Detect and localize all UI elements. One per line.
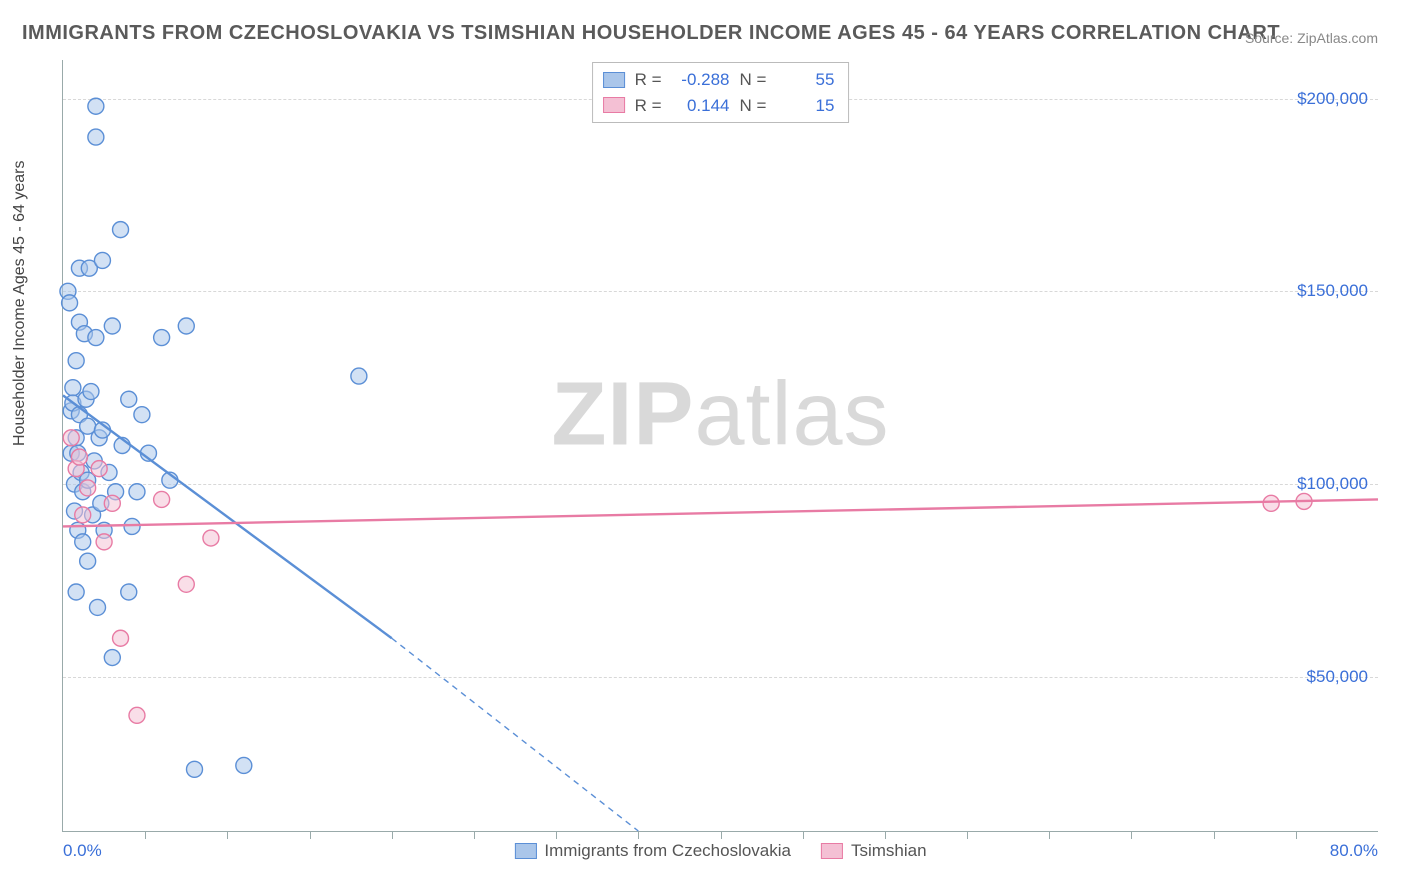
chart-container: IMMIGRANTS FROM CZECHOSLOVAKIA VS TSIMSH… xyxy=(0,0,1406,892)
y-axis-label: Householder Income Ages 45 - 64 years xyxy=(11,161,29,447)
y-tick-label: $200,000 xyxy=(1297,89,1368,109)
correlation-legend: R = -0.288 N = 55 R = 0.144 N = 15 xyxy=(592,62,850,123)
source-label: Source: ZipAtlas.com xyxy=(1245,30,1378,46)
series-legend: Immigrants from Czechoslovakia Tsimshian xyxy=(514,841,926,861)
legend-item-series-2: Tsimshian xyxy=(821,841,927,861)
legend-row-series-2: R = 0.144 N = 15 xyxy=(603,93,835,119)
legend-row-series-1: R = -0.288 N = 55 xyxy=(603,67,835,93)
swatch-icon xyxy=(603,97,625,113)
swatch-icon xyxy=(821,843,843,859)
plot-area: ZIPatlas R = -0.288 N = 55 R = 0.144 N =… xyxy=(62,60,1378,832)
y-tick-label: $50,000 xyxy=(1307,667,1368,687)
x-axis-max-label: 80.0% xyxy=(1330,841,1378,861)
scatter-svg xyxy=(63,60,1378,831)
y-tick-label: $100,000 xyxy=(1297,474,1368,494)
legend-item-series-1: Immigrants from Czechoslovakia xyxy=(514,841,791,861)
swatch-icon xyxy=(514,843,536,859)
y-tick-label: $150,000 xyxy=(1297,281,1368,301)
chart-title: IMMIGRANTS FROM CZECHOSLOVAKIA VS TSIMSH… xyxy=(22,22,1280,45)
x-axis-min-label: 0.0% xyxy=(63,841,102,861)
swatch-icon xyxy=(603,72,625,88)
